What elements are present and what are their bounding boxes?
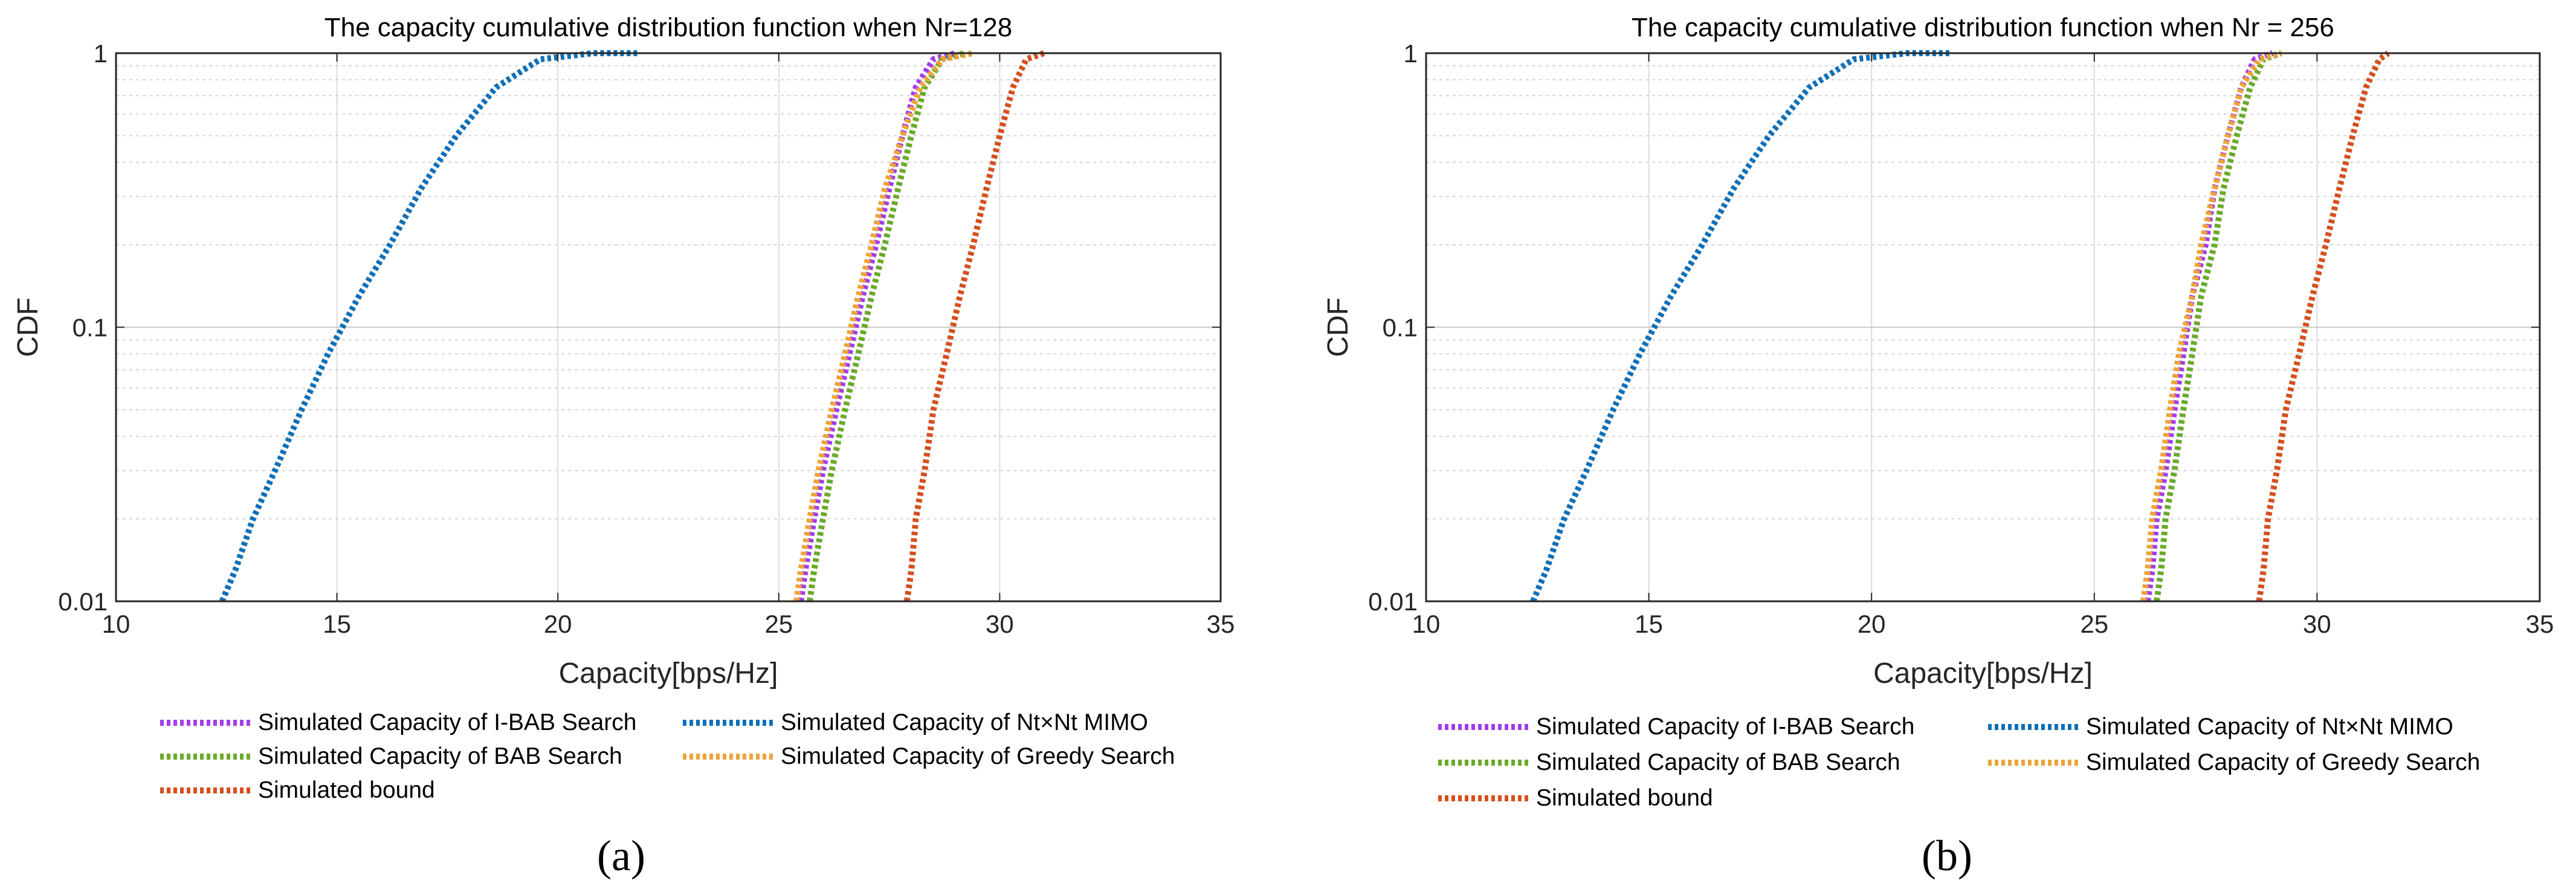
- legend-label: Simulated Capacity of Nt×Nt MIMO: [2086, 714, 2453, 740]
- series-line-2: [807, 50, 966, 602]
- legend-label: Simulated Capacity of BAB Search: [1536, 749, 1900, 775]
- x-tick-label: 20: [544, 610, 572, 638]
- x-tick-label: 30: [2303, 610, 2331, 638]
- legend-item: Simulated Capacity of I-BAB Search: [160, 709, 636, 735]
- y-tick-label: 0.01: [58, 587, 108, 616]
- legend-label: Simulated bound: [1536, 785, 1713, 811]
- chart-panel-b: 10 15 20 25 30 35 0.01 0.1 1 The capacity cumulat…: [1322, 13, 2554, 880]
- legend-label: Simulated Capacity of Nt×Nt MIMO: [781, 709, 1148, 735]
- x-tick-label: 10: [1412, 610, 1441, 638]
- series-line-4: [2256, 50, 2390, 602]
- x-tick-label: 15: [1635, 610, 1663, 638]
- x-tick-label: 25: [2080, 610, 2108, 638]
- series-line-0: [2145, 50, 2274, 602]
- y-axis-label: CDF: [1322, 297, 1354, 357]
- x-axis-label: Capacity[bps/Hz]: [559, 658, 778, 690]
- chart-title: The capacity cumulative distribution fun…: [1632, 13, 2334, 42]
- x-tick-label: 25: [764, 610, 793, 638]
- legend-label: Simulated Capacity of I-BAB Search: [1536, 714, 1914, 740]
- legend-label: Simulated Capacity of I-BAB Search: [258, 709, 636, 735]
- chart-title: The capacity cumulative distribution fun…: [324, 13, 1013, 42]
- grid: [1426, 53, 2540, 601]
- x-tick-label: 35: [2526, 610, 2554, 638]
- legend-label: Simulated Capacity of BAB Search: [258, 743, 622, 769]
- x-tick-label: 35: [1207, 610, 1235, 638]
- grid: [116, 53, 1221, 601]
- series-line-2: [2154, 50, 2283, 602]
- x-tick-label: 10: [102, 610, 131, 638]
- legend-label: Simulated Capacity of Greedy Search: [781, 743, 1175, 769]
- y-tick-label: 0.01: [1368, 587, 1418, 616]
- legend-item: Simulated Capacity of Nt×Nt MIMO: [683, 709, 1148, 735]
- y-tick-label: 1: [1404, 39, 1418, 68]
- legend-item: Simulated Capacity of BAB Search: [160, 743, 622, 769]
- x-tick-label: 30: [986, 610, 1014, 638]
- panel-label: (b): [1922, 832, 1972, 880]
- legend: Simulated Capacity of I-BAB Search Simula…: [160, 709, 1175, 803]
- chart-panel-a: 10 15 20 25 30 35 0.01 0.1 1 The capacity cumulat…: [12, 13, 1235, 880]
- x-tick-label: 20: [1858, 610, 1886, 638]
- x-tick-label: 15: [323, 610, 351, 638]
- panel-label: (a): [597, 832, 645, 880]
- legend-item: Simulated Capacity of I-BAB Search: [1438, 714, 1914, 740]
- legend-item: Simulated bound: [160, 777, 435, 803]
- y-tick-label: 0.1: [73, 314, 108, 342]
- legend-label: Simulated Capacity of Greedy Search: [2086, 749, 2481, 775]
- series-line-4: [903, 50, 1045, 602]
- legend-item: Simulated Capacity of BAB Search: [1438, 749, 1900, 775]
- y-tick-label: 1: [94, 39, 108, 68]
- legend-item: Simulated Capacity of Nt×Nt MIMO: [1988, 714, 2453, 740]
- legend: Simulated Capacity of I-BAB Search Simula…: [1438, 714, 2481, 811]
- series-line-0: [798, 50, 957, 602]
- legend-label: Simulated bound: [258, 777, 435, 803]
- y-axis-label: CDF: [12, 297, 44, 357]
- y-tick-label: 0.1: [1383, 314, 1418, 342]
- series-line-3: [2140, 50, 2282, 602]
- legend-item: Simulated Capacity of Greedy Search: [683, 743, 1175, 769]
- legend-item: Simulated bound: [1438, 785, 1713, 811]
- x-axis-label: Capacity[bps/Hz]: [1873, 658, 2093, 690]
- legend-item: Simulated Capacity of Greedy Search: [1988, 749, 2481, 775]
